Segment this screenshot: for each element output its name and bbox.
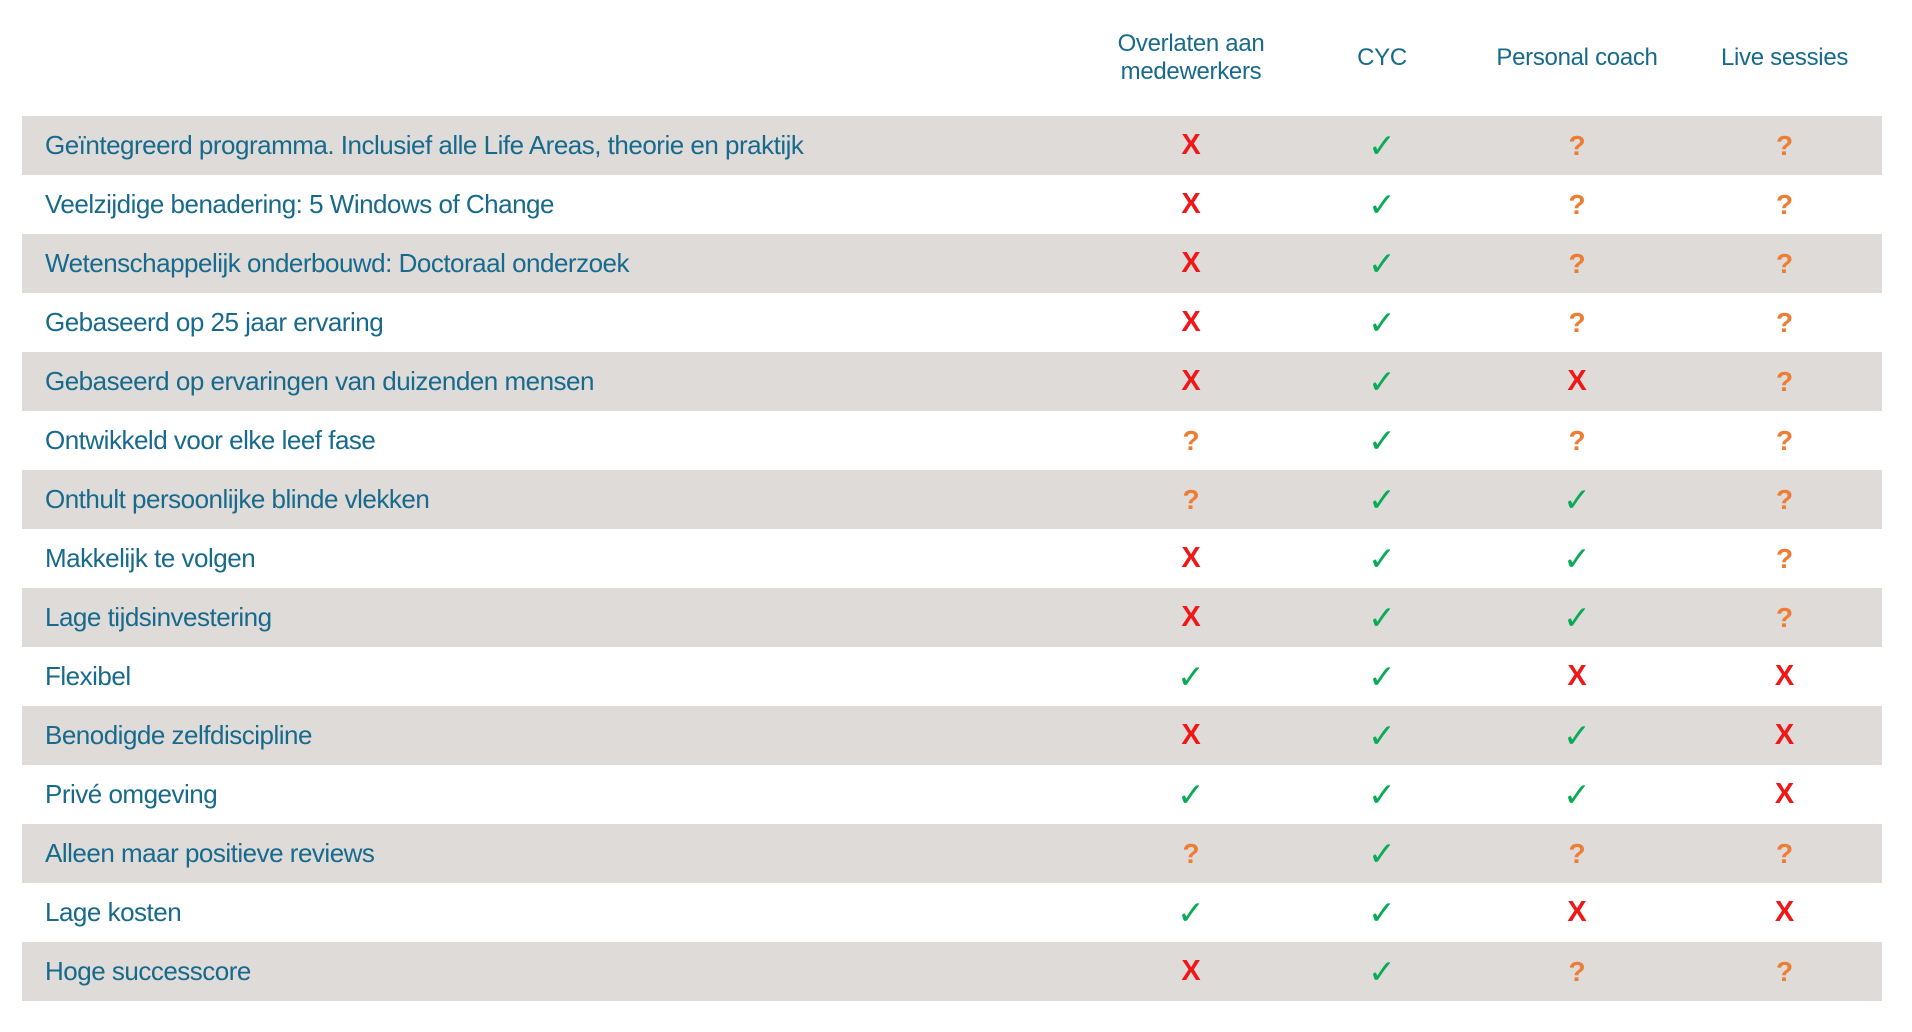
question-icon: ? bbox=[1775, 247, 1794, 279]
feature-label: Lage kosten bbox=[45, 897, 182, 927]
feature-label: Onthult persoonlijke blinde vlekken bbox=[45, 484, 430, 514]
check-icon: ✓ bbox=[1368, 127, 1396, 164]
feature-label: Lage tijdsinvestering bbox=[45, 602, 272, 632]
column-header-personal-coach: Personal coach bbox=[1496, 43, 1658, 71]
feature-label: Geïntegreerd programma. Inclusief alle L… bbox=[45, 130, 804, 160]
check-icon: ✓ bbox=[1368, 835, 1396, 872]
question-icon: ? bbox=[1775, 955, 1794, 987]
cross-icon: X bbox=[1181, 129, 1201, 161]
cross-icon: X bbox=[1181, 247, 1201, 279]
feature-label: Privé omgeving bbox=[45, 779, 218, 809]
table-row: Wetenschappelijk onderbouwd: Doctoraal o… bbox=[22, 234, 1882, 293]
question-icon: ? bbox=[1775, 837, 1794, 869]
table-row: Alleen maar positieve reviews? ✓?? bbox=[22, 824, 1882, 883]
check-icon: ✓ bbox=[1368, 953, 1396, 990]
question-icon: ? bbox=[1775, 542, 1794, 574]
question-icon: ? bbox=[1182, 837, 1200, 869]
question-icon: ? bbox=[1775, 306, 1794, 338]
cross-icon: X bbox=[1567, 896, 1587, 928]
question-icon: ? bbox=[1775, 601, 1794, 633]
table-row: Hoge successcore X ✓?? bbox=[22, 942, 1882, 1001]
check-icon: ✓ bbox=[1177, 894, 1205, 931]
check-icon: ✓ bbox=[1177, 658, 1205, 695]
cross-icon: X bbox=[1181, 306, 1201, 338]
question-icon: ? bbox=[1775, 365, 1794, 397]
table-row: Lage tijdsinvestering X ✓ ✓? bbox=[22, 588, 1882, 647]
comparison-table: Overlaten aan medewerkers CYC Personal c… bbox=[22, 0, 1882, 1001]
table-row: Makkelijk te volgen X ✓ ✓? bbox=[22, 529, 1882, 588]
feature-label: Flexibel bbox=[45, 661, 131, 691]
check-icon: ✓ bbox=[1368, 186, 1396, 223]
cross-icon: X bbox=[1181, 719, 1201, 751]
table-row: Onthult persoonlijke blinde vlekken? ✓ ✓? bbox=[22, 470, 1882, 529]
check-icon: ✓ bbox=[1368, 894, 1396, 931]
check-icon: ✓ bbox=[1368, 481, 1396, 518]
cross-icon: X bbox=[1774, 719, 1795, 751]
question-icon: ? bbox=[1568, 955, 1586, 987]
cross-icon: X bbox=[1567, 660, 1587, 692]
feature-label: Gebaseerd op ervaringen van duizenden me… bbox=[45, 366, 594, 396]
check-icon: ✓ bbox=[1368, 776, 1396, 813]
column-header-overlaten-aan-medewerkers: Overlaten aan medewerkers bbox=[1117, 29, 1265, 85]
question-icon: ? bbox=[1568, 837, 1586, 869]
check-icon: ✓ bbox=[1368, 363, 1396, 400]
check-icon: ✓ bbox=[1368, 717, 1396, 754]
question-icon: ? bbox=[1775, 483, 1794, 515]
table-row: Lage kosten ✓ ✓ X X bbox=[22, 883, 1882, 942]
table-row: Benodigde zelfdiscipline X ✓ ✓ X bbox=[22, 706, 1882, 765]
column-header-cyc: CYC bbox=[1357, 43, 1407, 71]
question-icon: ? bbox=[1568, 129, 1586, 161]
cross-icon: X bbox=[1567, 365, 1587, 397]
question-icon: ? bbox=[1182, 483, 1200, 515]
feature-label: Wetenschappelijk onderbouwd: Doctoraal o… bbox=[45, 248, 630, 278]
check-icon: ✓ bbox=[1563, 717, 1591, 754]
check-icon: ✓ bbox=[1563, 599, 1591, 636]
cross-icon: X bbox=[1181, 365, 1201, 397]
table-body: Geïntegreerd programma. Inclusief alle L… bbox=[22, 116, 1882, 1001]
check-icon: ✓ bbox=[1563, 481, 1591, 518]
table-row: Ontwikkeld voor elke leef fase? ✓?? bbox=[22, 411, 1882, 470]
question-icon: ? bbox=[1568, 247, 1586, 279]
cross-icon: X bbox=[1181, 955, 1201, 987]
feature-label: Benodigde zelfdiscipline bbox=[45, 720, 312, 750]
question-icon: ? bbox=[1568, 306, 1586, 338]
question-icon: ? bbox=[1568, 424, 1586, 456]
table-row: Gebaseerd op 25 jaar ervaring X ✓?? bbox=[22, 293, 1882, 352]
table-row: Privé omgeving ✓ ✓ ✓ X bbox=[22, 765, 1882, 824]
feature-label: Veelzijdige benadering: 5 Windows of Cha… bbox=[45, 189, 554, 219]
check-icon: ✓ bbox=[1563, 540, 1591, 577]
table-row: Geïntegreerd programma. Inclusief alle L… bbox=[22, 116, 1882, 175]
cross-icon: X bbox=[1181, 188, 1201, 220]
table-header: Overlaten aan medewerkers CYC Personal c… bbox=[22, 0, 1882, 116]
check-icon: ✓ bbox=[1368, 245, 1396, 282]
cross-icon: X bbox=[1774, 778, 1795, 810]
feature-label: Hoge successcore bbox=[45, 956, 251, 986]
feature-label: Makkelijk te volgen bbox=[45, 543, 256, 573]
check-icon: ✓ bbox=[1368, 422, 1396, 459]
table-row: Gebaseerd op ervaringen van duizenden me… bbox=[22, 352, 1882, 411]
question-icon: ? bbox=[1182, 424, 1200, 456]
feature-label: Gebaseerd op 25 jaar ervaring bbox=[45, 307, 384, 337]
table-row: Flexibel ✓ ✓ X X bbox=[22, 647, 1882, 706]
question-icon: ? bbox=[1568, 188, 1586, 220]
table-row: Veelzijdige benadering: 5 Windows of Cha… bbox=[22, 175, 1882, 234]
feature-label: Ontwikkeld voor elke leef fase bbox=[45, 425, 376, 455]
check-icon: ✓ bbox=[1368, 304, 1396, 341]
check-icon: ✓ bbox=[1177, 776, 1205, 813]
check-icon: ✓ bbox=[1368, 658, 1396, 695]
cross-icon: X bbox=[1774, 896, 1795, 928]
question-icon: ? bbox=[1775, 129, 1794, 161]
question-icon: ? bbox=[1775, 424, 1794, 456]
cross-icon: X bbox=[1181, 601, 1201, 633]
feature-label: Alleen maar positieve reviews bbox=[45, 838, 375, 868]
cross-icon: X bbox=[1181, 542, 1201, 574]
cross-icon: X bbox=[1774, 660, 1795, 692]
check-icon: ✓ bbox=[1563, 776, 1591, 813]
check-icon: ✓ bbox=[1368, 540, 1396, 577]
column-header-live-sessies: Live sessies bbox=[1720, 43, 1849, 71]
question-icon: ? bbox=[1775, 188, 1794, 220]
check-icon: ✓ bbox=[1368, 599, 1396, 636]
